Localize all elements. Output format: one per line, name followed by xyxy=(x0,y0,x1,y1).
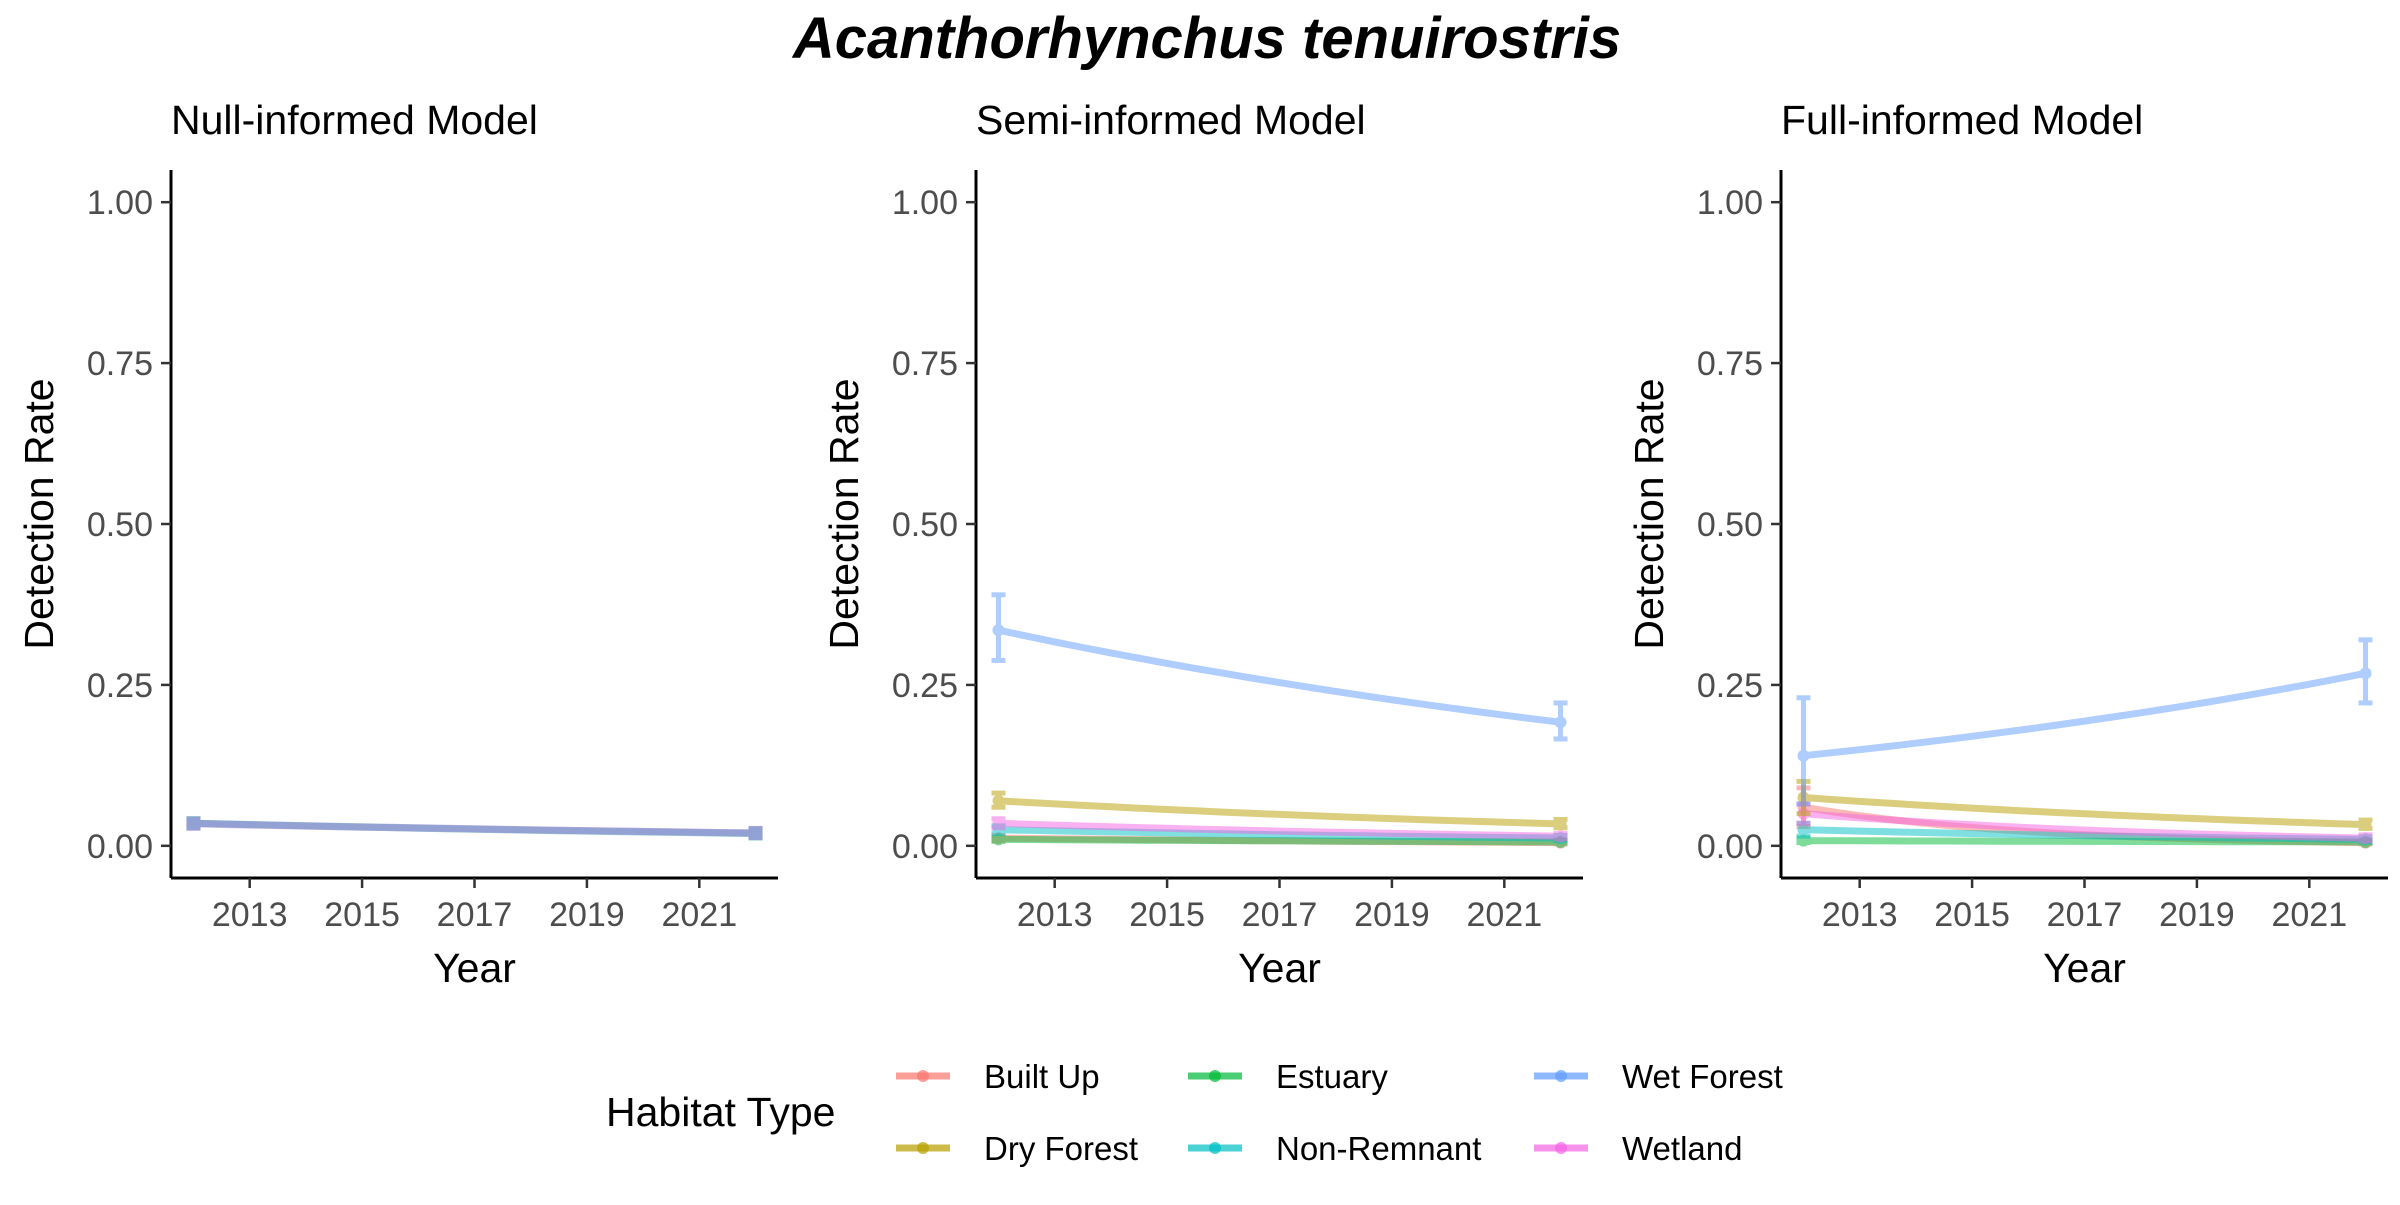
series-dry-forest xyxy=(991,790,1568,831)
legend-key-point xyxy=(917,1142,929,1154)
panel-plot-semi: 0.00 0.25 0.50 0.75 1.00 2013 2015 2017 2019 2021… xyxy=(821,170,1583,991)
x-tick-label: 2013 xyxy=(1822,896,1898,934)
x-tick-label: 2019 xyxy=(2159,896,2235,934)
legend-item-wetland: Wetland xyxy=(1534,1130,1742,1167)
panel-title-null: Null-informed Model xyxy=(171,97,538,143)
series-line xyxy=(995,797,1564,828)
y-tick-label: 0.75 xyxy=(87,345,153,383)
data-point xyxy=(992,833,1005,846)
data-point xyxy=(748,825,763,840)
y-tick-label: 0.50 xyxy=(87,506,153,544)
series-group-2 xyxy=(186,816,763,840)
panel-plot-full: 0.00 0.25 0.50 0.75 1.00 2013 2015 2017 2019 2021… xyxy=(1626,170,2388,991)
legend: Habitat Type Built Up Dry Forest Estuary No… xyxy=(606,1058,1783,1167)
figure-title: Acanthorhynchus tenuirostris xyxy=(791,6,1621,71)
x-tick-label: 2021 xyxy=(2271,896,2347,934)
y-axis-title: Detection Rate xyxy=(821,378,867,649)
series-line xyxy=(190,820,759,837)
x-tick-label: 2013 xyxy=(1017,896,1093,934)
x-tick-label: 2019 xyxy=(1354,896,1430,934)
y-tick-label: 0.50 xyxy=(1697,506,1763,544)
legend-label: Non-Remnant xyxy=(1276,1130,1481,1167)
series-wetland xyxy=(991,816,1568,843)
legend-label: Dry Forest xyxy=(984,1130,1138,1167)
panel-null: Null-informed Model 0.00 0.25 0.50 0.75 1.00… xyxy=(16,97,778,991)
y-tick-label: 1.00 xyxy=(87,184,153,222)
panel-title-semi: Semi-informed Model xyxy=(976,97,1366,143)
data-point xyxy=(1554,830,1567,843)
x-tick-label: 2013 xyxy=(212,896,288,934)
legend-key-point xyxy=(1555,1142,1567,1154)
data-point xyxy=(1554,817,1567,830)
data-point xyxy=(2359,832,2372,845)
legend-key-point xyxy=(1209,1070,1221,1082)
series-line xyxy=(1800,810,2369,842)
x-tick-label: 2021 xyxy=(1466,896,1542,934)
y-tick-label: 1.00 xyxy=(1697,184,1763,222)
series-dry-forest xyxy=(1796,778,2373,831)
y-tick-label: 1.00 xyxy=(892,184,958,222)
y-tick-label: 0.00 xyxy=(1697,828,1763,866)
x-tick-label: 2015 xyxy=(324,896,400,934)
series-line xyxy=(995,626,1564,726)
legend-key-point xyxy=(1555,1070,1567,1082)
legend-label: Built Up xyxy=(984,1058,1100,1095)
panel-full: Full-informed Model 0.00 0.25 0.50 0.75 1.00… xyxy=(1626,97,2388,991)
legend-item-non-remnant: Non-Remnant xyxy=(1188,1130,1481,1167)
y-tick-label: 0.25 xyxy=(892,667,958,705)
series-line xyxy=(1800,669,2369,760)
data-point xyxy=(992,817,1005,830)
legend-key-point xyxy=(1209,1142,1221,1154)
x-tick-label: 2017 xyxy=(437,896,513,934)
panel-title-full: Full-informed Model xyxy=(1781,97,2143,143)
panel-semi: Semi-informed Model 0.00 0.25 0.50 0.75 1.00… xyxy=(821,97,1583,991)
legend-item-estuary: Estuary xyxy=(1188,1058,1388,1095)
x-tick-label: 2017 xyxy=(2047,896,2123,934)
data-point xyxy=(2359,667,2372,680)
series-line xyxy=(995,835,1564,846)
y-tick-label: 0.75 xyxy=(892,345,958,383)
y-tick-label: 0.25 xyxy=(1697,667,1763,705)
series-line xyxy=(995,819,1564,840)
x-axis-title: Year xyxy=(2043,945,2126,991)
y-axis-title: Detection Rate xyxy=(1626,378,1672,649)
y-tick-label: 0.50 xyxy=(892,506,958,544)
x-tick-label: 2015 xyxy=(1129,896,1205,934)
y-tick-label: 0.75 xyxy=(1697,345,1763,383)
legend-item-wet-forest: Wet Forest xyxy=(1534,1058,1783,1095)
data-point xyxy=(1797,823,1810,836)
x-tick-label: 2019 xyxy=(549,896,625,934)
data-point xyxy=(186,816,201,831)
legend-label: Estuary xyxy=(1276,1058,1388,1095)
legend-item-built-up: Built Up xyxy=(896,1058,1100,1095)
legend-label: Wet Forest xyxy=(1622,1058,1783,1095)
legend-title: Habitat Type xyxy=(606,1089,835,1135)
x-tick-label: 2015 xyxy=(1934,896,2010,934)
x-tick-label: 2017 xyxy=(1242,896,1318,934)
series-wet-forest xyxy=(991,592,1568,742)
x-axis-title: Year xyxy=(433,945,516,991)
y-axis-title: Detection Rate xyxy=(16,378,62,649)
legend-key-point xyxy=(917,1070,929,1082)
x-axis-title: Year xyxy=(1238,945,1321,991)
y-tick-label: 0.00 xyxy=(87,828,153,866)
y-tick-label: 0.00 xyxy=(892,828,958,866)
legend-items: Built Up Dry Forest Estuary Non-Remnant Wet … xyxy=(896,1058,1783,1167)
data-point xyxy=(992,624,1005,637)
legend-item-dry-forest: Dry Forest xyxy=(896,1130,1138,1167)
y-tick-label: 0.25 xyxy=(87,667,153,705)
data-point xyxy=(2359,818,2372,831)
series-line xyxy=(1800,794,2369,829)
x-tick-label: 2021 xyxy=(661,896,737,934)
panel-plot-null: 0.00 0.25 0.50 0.75 1.00 2013 2015 2017 2019 2021… xyxy=(16,170,778,991)
data-point xyxy=(992,794,1005,807)
data-point xyxy=(1797,749,1810,762)
series-wet-forest xyxy=(1796,637,2373,807)
legend-label: Wetland xyxy=(1622,1130,1742,1167)
data-point xyxy=(1554,716,1567,729)
